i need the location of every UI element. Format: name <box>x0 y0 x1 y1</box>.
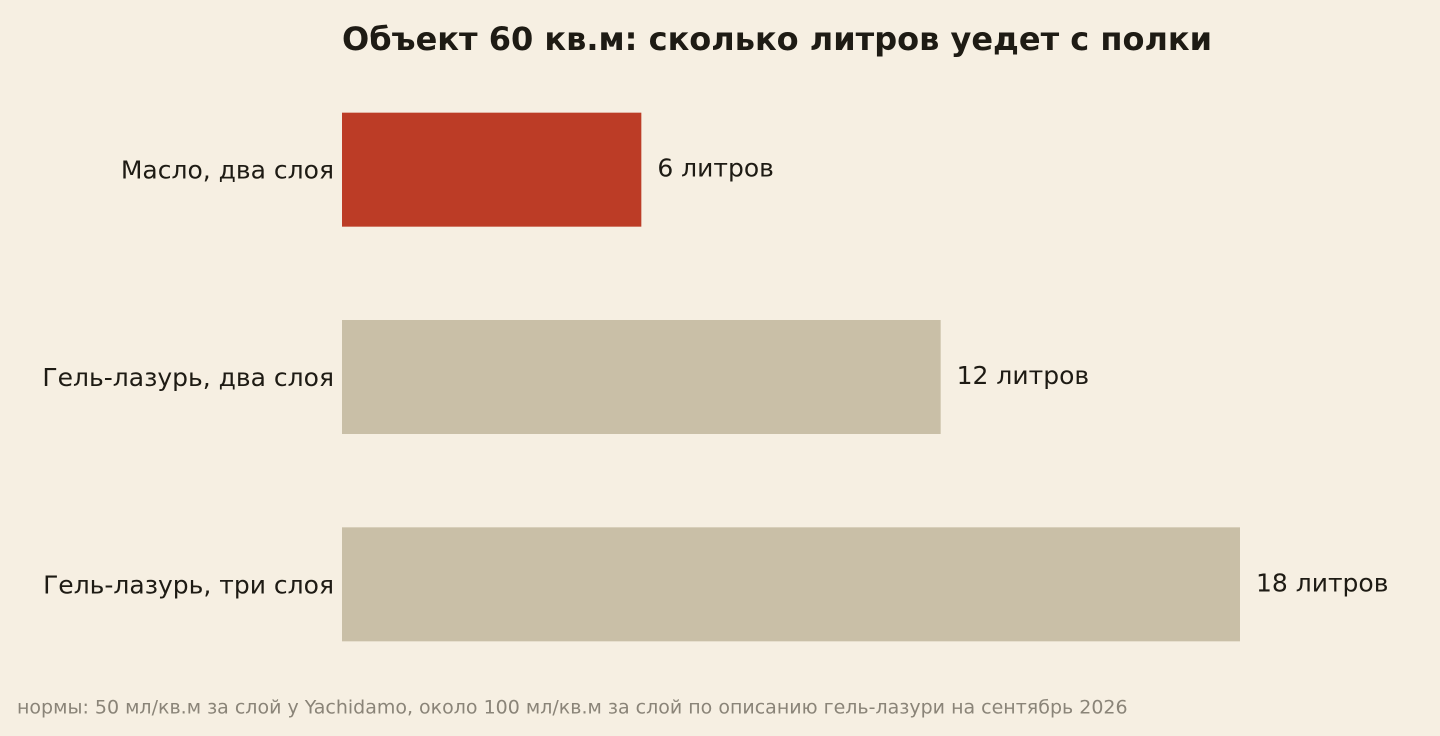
bar <box>342 527 1240 642</box>
bar <box>342 320 941 434</box>
category-label: Масло, два слоя <box>121 156 334 185</box>
category-label: Гель-лазурь, два слоя <box>42 363 334 392</box>
bar <box>342 112 642 227</box>
category-label: Гель-лазурь, три слоя <box>43 570 334 599</box>
value-label: 18 литров <box>1256 568 1388 597</box>
value-label: 6 литров <box>657 154 774 183</box>
footnote: нормы: 50 мл/кв.м за слой у Yachidamo, о… <box>17 697 1128 719</box>
value-label: 12 литров <box>957 361 1089 390</box>
chart-title: Объект 60 кв.м: сколько литров уедет с п… <box>342 20 1212 58</box>
